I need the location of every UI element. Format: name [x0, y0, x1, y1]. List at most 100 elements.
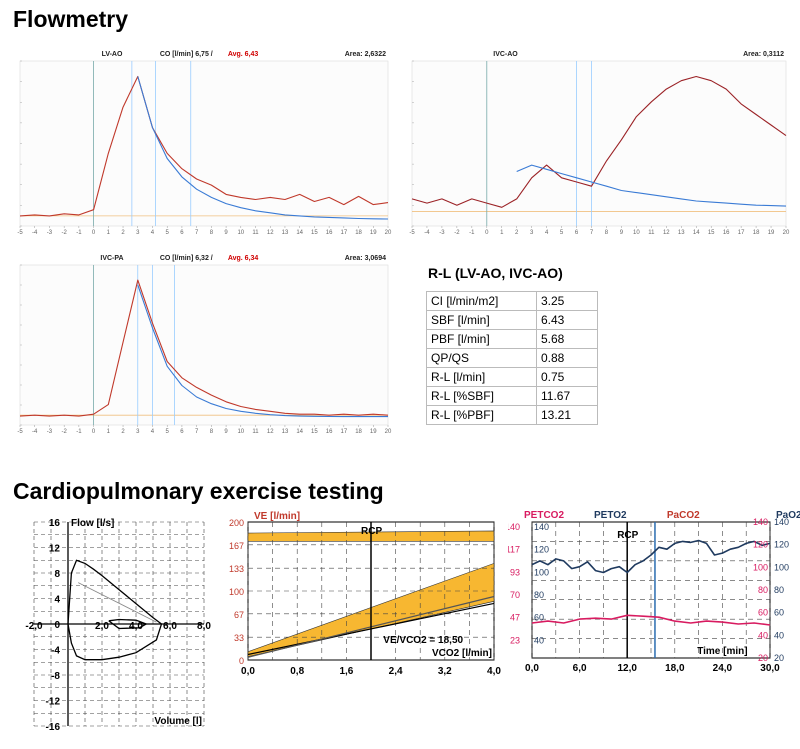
x-tick-label: -2 [454, 230, 460, 236]
x-tick-label: 0,0 [525, 663, 539, 674]
plot-area [19, 60, 389, 227]
rl-row-value: 3.25 [536, 291, 598, 311]
x-tick-label: 15 [311, 429, 318, 435]
x-tick-label: 17 [340, 429, 347, 435]
x-tick-label: 2 [121, 429, 125, 435]
ve-vco2-chart: RCP VE [l/min] VE/VCO2 = 18,50 VCO2 [l/min]… [229, 511, 501, 677]
rl-table: CI [l/min/m2] 3.25 SBF [l/min] 6.43 PBF [l/m… [426, 291, 598, 425]
x-tick-label: 13 [282, 230, 289, 236]
x-tick-label: 0 [92, 429, 96, 435]
x-tick-label: 20 [783, 230, 790, 236]
x-tick-label: 18 [355, 230, 362, 236]
fit-curve [137, 284, 388, 418]
x-tick-label: -4 [424, 230, 430, 236]
slope-annotation: VE/VCO2 = 18,50 [383, 635, 463, 646]
y-tick-label: 60 [534, 613, 544, 623]
y-tick-label: 23 [510, 635, 520, 645]
x-tick-label: 12,0 [617, 663, 637, 674]
x-tick-label: 7 [195, 429, 199, 435]
table-row: SBF [l/min] 6.43 [426, 310, 598, 330]
x-tick-label: 4 [545, 230, 549, 236]
x-tick-label: 19 [370, 230, 377, 236]
y-tick-label: 40 [774, 630, 784, 640]
x-tick-label: 4,0 [487, 666, 501, 677]
flow-volume-loop [67, 559, 163, 661]
y-tick-label: 100 [753, 562, 768, 572]
x-tick-label: -5 [17, 429, 23, 435]
x-tick-label: 9 [224, 230, 228, 236]
rl-row-value: 13.21 [536, 405, 598, 425]
x-tick-label: 1 [107, 230, 111, 236]
flow-volume-loop [78, 582, 157, 623]
x-tick-label: 4,0 [129, 621, 143, 632]
x-tick-label: 7 [590, 230, 594, 236]
x-tick-label: 2 [515, 230, 519, 236]
ivc-ao-flow-chart: IVC-AO Area: 0,3112-5 -4 -3 -2 -1 0 1 2 3 4 5 6 7 8 9 10… [402, 45, 790, 240]
y-tick-label: 12 [49, 544, 61, 555]
right-label-pao2: PaO2 [776, 510, 800, 521]
x-tick-label: 12 [663, 230, 670, 236]
y-tick-label: 40 [534, 635, 544, 645]
flow-curve [19, 75, 389, 217]
x-tick-label: 3 [136, 429, 140, 435]
rl-row-label: CI [l/min/m2] [426, 291, 537, 311]
x-tick-label: -3 [47, 230, 53, 236]
x-tick-label: 2,4 [389, 666, 403, 677]
x-tick-label: 18 [753, 230, 760, 236]
x-tick-label: 0,8 [290, 666, 304, 677]
x-tick-label: 12 [267, 429, 274, 435]
rl-row-label: PBF [l/min] [426, 329, 537, 349]
x-tick-label: 18 [355, 429, 362, 435]
y-tick-label: 0 [54, 620, 60, 631]
x-tick-label: 8,0 [197, 621, 211, 632]
x-tick-label: 2 [121, 230, 125, 236]
y-tick-label: 60 [758, 608, 768, 618]
y-tick-label: 0 [239, 656, 244, 666]
x-tick-label: -5 [409, 230, 415, 236]
x-tick-label: 5 [166, 230, 170, 236]
x-tick-label: 24,0 [713, 663, 733, 674]
flow-curve [411, 75, 787, 208]
y-tick-label: 67 [234, 610, 244, 620]
rl-row-value: 11.67 [536, 386, 598, 406]
y-tick-label: -4 [51, 646, 60, 657]
x-tick-label: -2,0 [25, 621, 43, 632]
x-tick-label: 10 [633, 230, 640, 236]
rl-row-value: 0.88 [536, 348, 598, 368]
y-tick-label: 33 [234, 633, 244, 643]
x-tick-label: 4 [151, 429, 155, 435]
y-tick-label: 4 [54, 595, 60, 606]
x-tick-label: -1 [469, 230, 475, 236]
avg-label: Avg. 6,43 [228, 51, 259, 58]
y-tick-label: 70 [510, 590, 520, 600]
x-tick-label: 18,0 [665, 663, 685, 674]
y-tick-label: -12 [46, 697, 61, 708]
x-tick-label: 20 [385, 429, 392, 435]
x-tick-label: 6,0 [573, 663, 587, 674]
y-axis-title: VE [l/min] [254, 511, 300, 522]
x-tick-label: 1,6 [339, 666, 353, 677]
y-tick-label: 140 [753, 517, 768, 527]
y-tick-label: 100 [229, 587, 244, 597]
y-tick-label: 80 [774, 585, 784, 595]
y-tick-label: 200 [229, 518, 244, 528]
y-tick-label: 133 [229, 564, 244, 574]
y-tick-label: 140 [774, 517, 789, 527]
y-tick-label: 80 [758, 585, 768, 595]
x-tick-label: 2,0 [95, 621, 109, 632]
x-tick-label: 8 [210, 230, 214, 236]
gas-curve-petco2 [531, 614, 771, 626]
x-tick-label: 9 [224, 429, 228, 435]
avg-label: Avg. 6,34 [228, 255, 259, 262]
x-tick-label: 9 [620, 230, 624, 236]
x-tick-label: -3 [47, 429, 53, 435]
rl-row-value: 0.75 [536, 367, 598, 387]
x-tick-label: 14 [693, 230, 700, 236]
x-axis-label: VCO2 [l/min] [432, 648, 492, 659]
gas-curve-peto2 [531, 539, 771, 574]
y-tick-label: 47 [510, 613, 520, 623]
x-tick-label: 6 [180, 429, 184, 435]
x-tick-label: 13 [678, 230, 685, 236]
y-tick-label: 120 [753, 540, 768, 550]
x-tick-label: 16 [326, 230, 333, 236]
